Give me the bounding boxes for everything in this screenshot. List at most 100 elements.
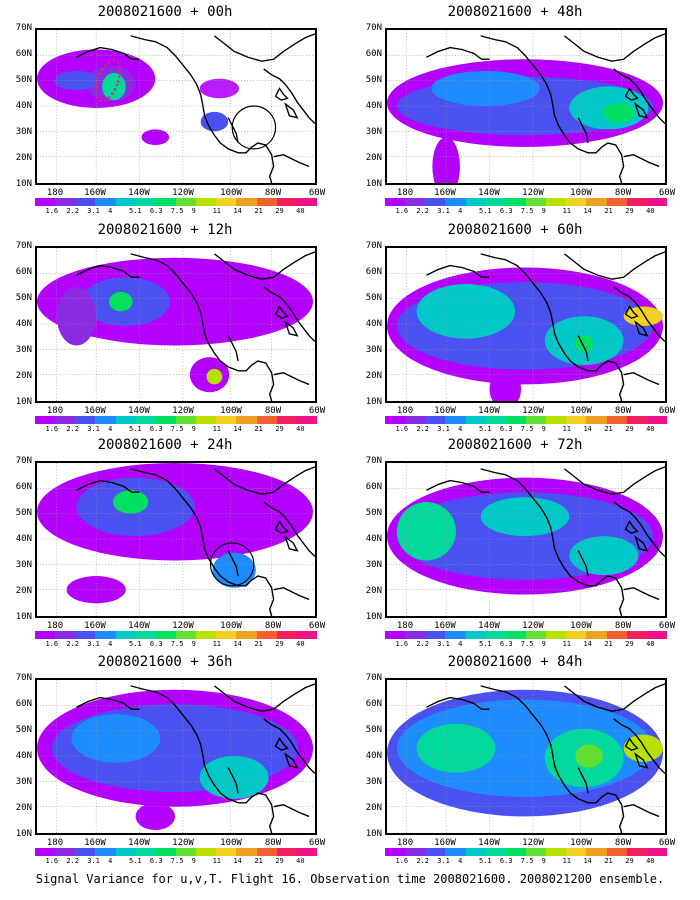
colorbar-label: 2.2 <box>416 207 429 215</box>
latitude-label: 10N <box>15 612 32 622</box>
longitude-label: 120W <box>522 188 544 198</box>
colorbar-label: 5.1 <box>129 857 142 865</box>
variance-contour <box>141 129 170 145</box>
latitude-label: 40N <box>15 101 32 111</box>
colorbar-swatch <box>646 631 667 639</box>
latitude-label: 10N <box>15 397 32 407</box>
colorbar-swatch <box>296 848 317 856</box>
coastline <box>76 479 140 493</box>
coastline <box>263 68 315 125</box>
colorbar-label: 3.1 <box>437 207 450 215</box>
coastline <box>634 752 649 769</box>
colorbar-swatch <box>135 416 156 424</box>
colorbar-swatch <box>296 631 317 639</box>
colorbar-swatch <box>95 631 116 639</box>
colorbar-swatch <box>566 198 587 206</box>
colorbar-label: 7.5 <box>170 425 184 433</box>
latitude-label: 10N <box>15 829 32 839</box>
latitude-label: 60N <box>365 699 382 709</box>
colorbar-labels: 1.6 2.2 3.1 4 5.1 6.3 7.5 9 11 14 21 29 40 <box>385 857 667 866</box>
colorbar-swatch <box>505 416 526 424</box>
colorbar-swatch <box>546 198 567 206</box>
colorbar-swatch <box>55 416 76 424</box>
coastline <box>274 520 289 534</box>
colorbar-swatch <box>606 848 627 856</box>
colorbar-swatch <box>405 198 426 206</box>
colorbar-swatch <box>586 416 607 424</box>
colorbar-swatch <box>425 198 446 206</box>
target-circle <box>209 542 255 587</box>
flight-track <box>94 59 122 103</box>
coastline <box>273 587 310 601</box>
colorbar-swatch <box>35 631 56 639</box>
colorbar-label: 21 <box>254 425 263 433</box>
map-panel: 2008021600 + 12h 70N 60N 50N 40N 30N 20N 10N 180… <box>0 218 330 433</box>
colorbar <box>35 848 317 856</box>
colorbar-swatch <box>546 631 567 639</box>
colorbar-spacer <box>35 640 45 649</box>
map-svg <box>387 30 665 183</box>
coastline <box>76 46 140 60</box>
colorbar-label: 14 <box>233 640 242 648</box>
longitude-label: 100W <box>220 838 242 848</box>
panel-title: 2008021600 + 36h <box>97 654 233 670</box>
colorbar-label: 21 <box>604 207 613 215</box>
longitude-label: 180 <box>46 188 64 198</box>
colorbar-label: 6.3 <box>149 207 163 215</box>
coastline <box>634 320 649 337</box>
coastline <box>273 804 310 818</box>
latitude-label: 50N <box>365 293 382 303</box>
panel-title: 2008021600 + 72h <box>447 437 583 453</box>
map-plot <box>385 28 667 185</box>
longitude-label: 160W <box>84 188 106 198</box>
coastline <box>274 87 289 101</box>
variance-contour <box>574 335 595 352</box>
longitude-label: 160W <box>84 406 106 416</box>
latitude-label: 40N <box>365 534 382 544</box>
map-panel: 2008021600 + 00h 70N 60N 50N 40N 30N 20N 10N 180… <box>0 0 330 215</box>
longitude-label: 80W <box>264 621 282 631</box>
longitude-label: 100W <box>220 621 242 631</box>
latitude-label: 30N <box>365 345 382 355</box>
latitude-label: 40N <box>365 751 382 761</box>
colorbar-swatch <box>256 416 277 424</box>
colorbar-swatch <box>425 631 446 639</box>
latitude-label: 70N <box>15 23 32 33</box>
longitude-label: 100W <box>570 406 592 416</box>
colorbar-swatch <box>55 631 76 639</box>
longitude-label: 80W <box>264 188 282 198</box>
coastline <box>263 501 315 558</box>
colorbar-label: 1.6 <box>45 425 59 433</box>
map-plot <box>35 678 317 835</box>
latitude-label: 40N <box>365 101 382 111</box>
colorbar-label: 4 <box>108 425 113 433</box>
variance-contour <box>575 744 603 768</box>
colorbar-label: 29 <box>275 640 284 648</box>
coastline <box>284 535 299 552</box>
coastline <box>613 68 665 125</box>
longitude-label: 140W <box>478 838 500 848</box>
colorbar-swatch <box>445 416 466 424</box>
longitude-label: 80W <box>614 621 632 631</box>
colorbar-swatch <box>196 198 217 206</box>
colorbar-swatch <box>525 198 547 206</box>
latitude-label: 70N <box>365 241 382 251</box>
variance-contour <box>56 286 97 346</box>
panel-title: 2008021600 + 60h <box>447 222 583 238</box>
colorbar-label: 5.1 <box>479 640 492 648</box>
latitude-label: 10N <box>365 179 382 189</box>
panel-title: 2008021600 + 12h <box>97 222 233 238</box>
variance-contour <box>623 734 664 762</box>
map-plot <box>35 28 317 185</box>
colorbar-swatch <box>175 198 197 206</box>
map-svg <box>387 680 665 833</box>
colorbar-label: 21 <box>254 207 263 215</box>
colorbar-swatch <box>385 198 406 206</box>
longitude-label: 160W <box>434 621 456 631</box>
map-panel: 2008021600 + 24h 70N 60N 50N 40N 30N 20N 10N 180… <box>0 433 330 649</box>
colorbar-label: 3.1 <box>437 640 450 648</box>
coastline <box>624 520 639 534</box>
longitude-label: 140W <box>128 838 150 848</box>
colorbar-label: 2.2 <box>416 425 429 433</box>
colorbar-label: 11 <box>212 207 221 215</box>
